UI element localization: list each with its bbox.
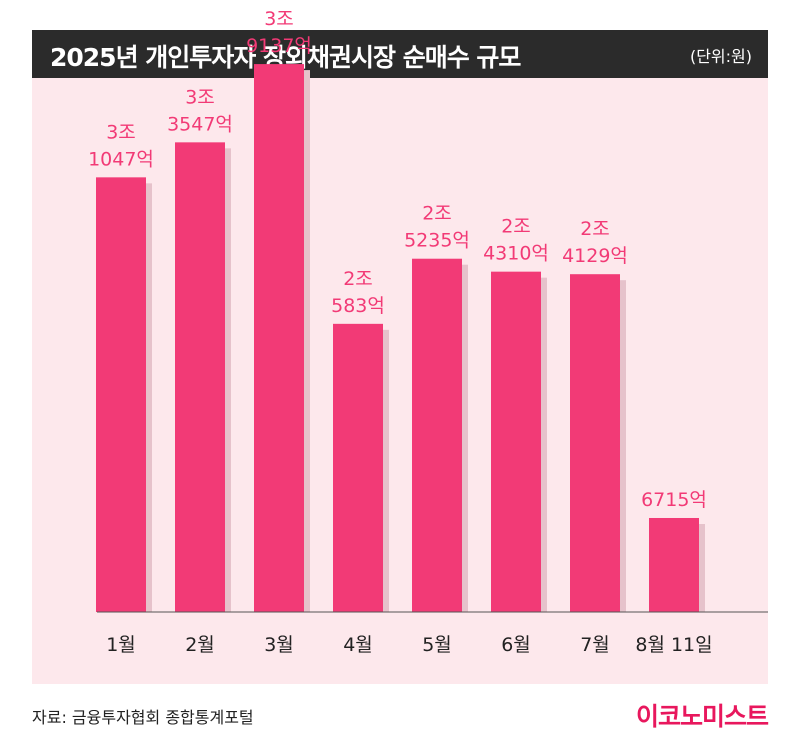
x-tick-label: 5월 bbox=[422, 634, 452, 656]
data-label: 3조 bbox=[106, 121, 136, 143]
data-label: 3조 bbox=[264, 8, 294, 30]
bar-7 bbox=[570, 274, 620, 612]
data-label: 4129억 bbox=[562, 245, 628, 267]
x-tick-label: 6월 bbox=[501, 634, 531, 656]
x-tick-label: 8월 11일 bbox=[635, 634, 712, 656]
data-label: 2조 bbox=[501, 216, 531, 238]
plot-background bbox=[32, 78, 768, 684]
bar-8 bbox=[649, 517, 699, 612]
unit-label: (단위:원) bbox=[689, 47, 752, 66]
title-bar: 2025년 개인투자자 장외채권시장 순매수 규모 (단위:원) bbox=[32, 30, 768, 78]
data-label: 4310억 bbox=[483, 243, 549, 265]
source-note: 자료: 금융투자협회 종합통계포털 bbox=[32, 708, 254, 727]
data-label: 6715억 bbox=[641, 489, 707, 511]
x-tick-label: 1월 bbox=[106, 634, 136, 656]
bar-3 bbox=[254, 64, 304, 612]
data-label: 2조 bbox=[422, 203, 452, 225]
x-tick-label: 4월 bbox=[343, 634, 373, 656]
x-tick-label: 7월 bbox=[580, 634, 610, 656]
x-tick-label: 2월 bbox=[185, 634, 215, 656]
data-label: 1047억 bbox=[88, 148, 154, 170]
bar-4 bbox=[333, 323, 383, 612]
data-label: 5235억 bbox=[404, 230, 470, 252]
bar-2 bbox=[175, 142, 225, 613]
publisher-logo: 이코노미스트 bbox=[635, 702, 769, 731]
x-tick-label: 3월 bbox=[264, 634, 294, 656]
bar-5 bbox=[412, 258, 462, 612]
data-label: 2조 bbox=[580, 218, 610, 240]
data-label: 3조 bbox=[185, 86, 215, 108]
data-label: 9137억 bbox=[246, 35, 312, 57]
data-label: 3547억 bbox=[167, 113, 233, 135]
bar-1 bbox=[96, 177, 146, 613]
bar-6 bbox=[491, 271, 541, 612]
data-label: 583억 bbox=[331, 295, 385, 317]
data-label: 2조 bbox=[343, 268, 373, 290]
